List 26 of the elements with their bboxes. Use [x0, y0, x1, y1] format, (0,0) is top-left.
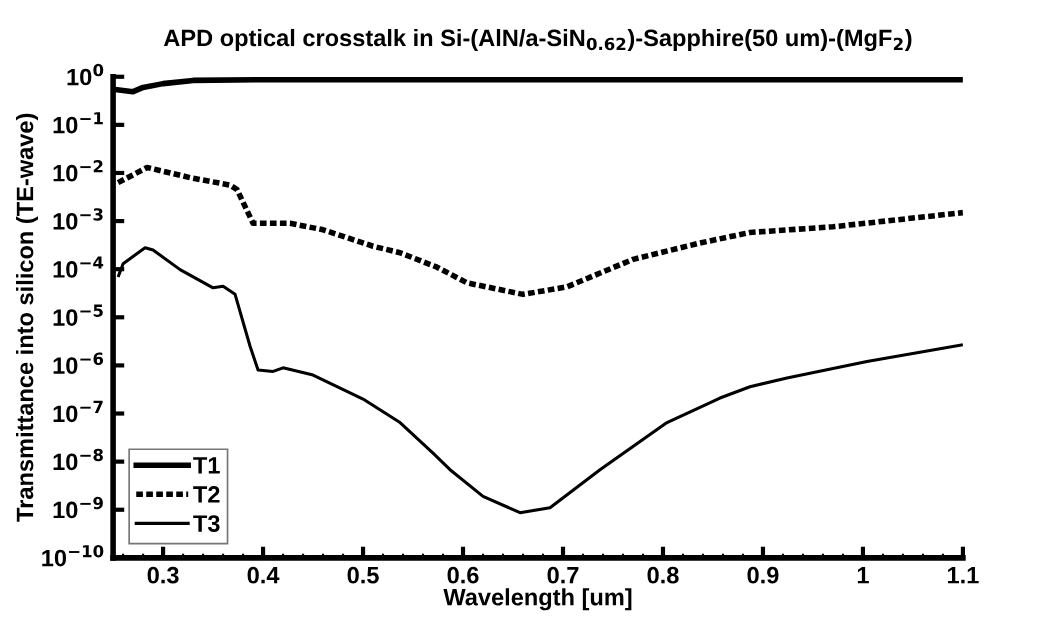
y-tick-label: 10$^{−1}$	[53, 112, 103, 134]
x-tick-label: 1	[857, 567, 869, 584]
x-tick-label: 0.6	[447, 566, 479, 584]
y-tick-label: 10$^{−4}$	[53, 256, 104, 278]
x-tick-label: 1.1	[948, 567, 979, 584]
x-tick-label: 0.7	[547, 566, 579, 584]
legend-label: T2	[193, 486, 220, 503]
x-axis-title: Wavelength [um]	[443, 588, 632, 611]
y-tick-label: 10$^{−5}$	[53, 304, 103, 326]
x-tick-label: 0.8	[647, 566, 679, 584]
x-tick-label: 0.4	[247, 566, 280, 584]
x-tick-label: 0.3	[147, 566, 179, 584]
y-axis-title: Transmittance into silicon (TE-wave)	[15, 113, 38, 522]
y-tick-label: 10$^{0}$	[67, 63, 104, 86]
y-tick-label: 10$^{−3}$	[53, 208, 103, 230]
y-tick-label: 10$^{−10}$	[42, 544, 104, 567]
chart-title: APD optical crosstalk in Si-(AlN/a-SiN$_{0.62}$)-Sapphire(50 um)-(MgF$_{2}$)	[163, 28, 912, 52]
y-tick-label: 10$^{−7}$	[53, 400, 103, 423]
y-tick-label: 10$^{−2}$	[53, 160, 103, 182]
y-tick-label: 10$^{−6}$	[53, 352, 104, 375]
legend-label: T1	[193, 457, 220, 474]
legend-label: T3	[193, 515, 220, 532]
x-tick-label: 0.9	[747, 566, 779, 584]
x-tick-label: 0.5	[347, 566, 379, 584]
y-tick-label: 10$^{−8}$	[53, 448, 103, 471]
y-tick-label: 10$^{−9}$	[53, 496, 103, 519]
